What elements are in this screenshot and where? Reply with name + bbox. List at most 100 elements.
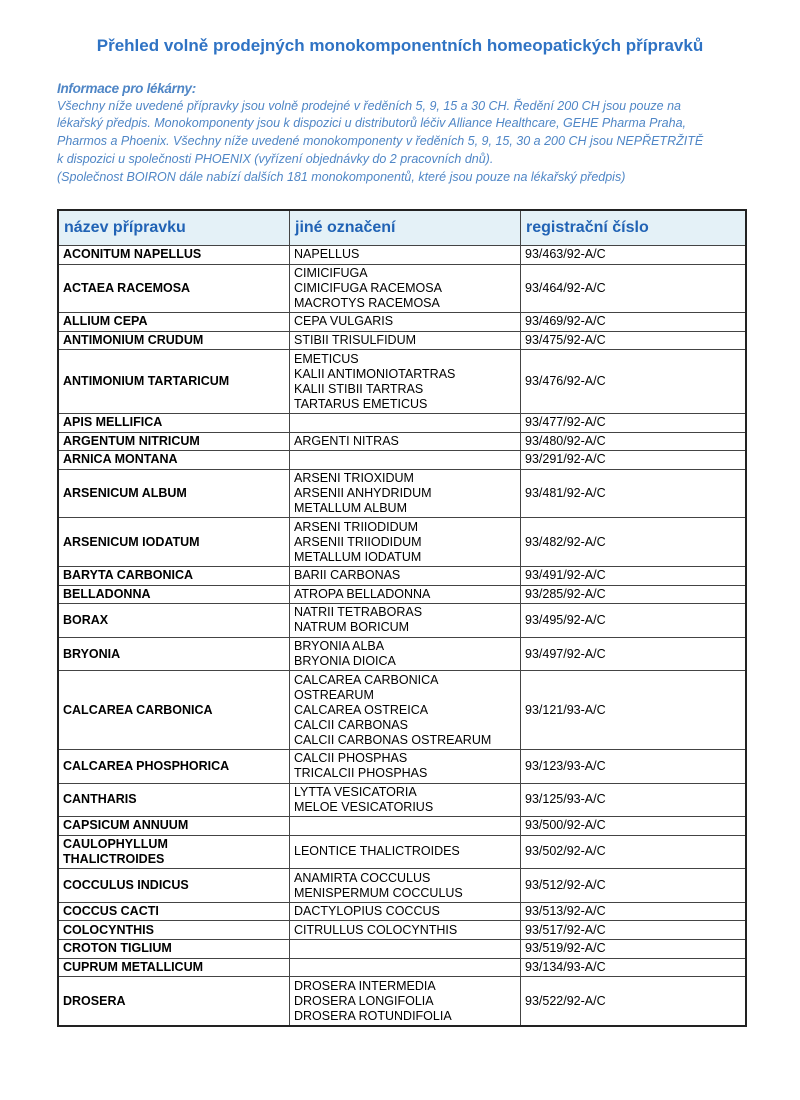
registration-number: 93/123/93-A/C bbox=[520, 748, 747, 784]
alias: STIBII TRISULFIDUM bbox=[294, 333, 417, 348]
info-line: lékařský předpis. Monokomponenty jsou k … bbox=[57, 116, 686, 131]
aliases-cell: ANAMIRTA COCCULUS MENISPERMUM COCCULUS bbox=[289, 868, 521, 903]
alias: CEPA VULGARIS bbox=[294, 314, 394, 329]
aliases-cell: DROSERA INTERMEDIA DROSERA LONGIFOLIA DROS… bbox=[289, 976, 521, 1027]
registration-number: 93/480/92-A/C bbox=[520, 431, 747, 452]
name-cell: ANTIMONIUM TARTARICUM bbox=[57, 349, 290, 414]
name-cell: ANTIMONIUM CRUDUM bbox=[57, 330, 290, 351]
aliases-cell bbox=[289, 816, 521, 836]
aliases-cell: STIBII TRISULFIDUM bbox=[289, 330, 521, 351]
name-cell: ARNICA MONTANA bbox=[57, 450, 290, 470]
alias: CALCII CARBONAS bbox=[294, 717, 408, 732]
alias: ANAMIRTA COCCULUS bbox=[294, 870, 431, 885]
name-cell: ARGENTUM NITRICUM bbox=[57, 431, 290, 452]
registration-number: 93/500/92-A/C bbox=[520, 816, 747, 836]
registration-number: 93/469/92-A/C bbox=[520, 312, 747, 332]
alias: TARTARUS EMETICUS bbox=[294, 396, 428, 411]
name-cell: ACONITUM NAPELLUS bbox=[57, 245, 290, 265]
registration-number: 93/522/92-A/C bbox=[520, 976, 747, 1027]
row: ALLIUM CEPA CEPA VULGARIS 93/469/92-A/C bbox=[57, 312, 747, 332]
alias: OSTREARUM bbox=[294, 687, 374, 702]
aliases-cell: ARSENI TRIOXIDUM ARSENII ANHYDRIDUM METALL… bbox=[289, 468, 521, 519]
column-header: registrační číslo bbox=[520, 209, 747, 246]
aliases-cell bbox=[289, 957, 521, 978]
info: Informace pro lékárny: Všechny níže uved… bbox=[57, 80, 777, 186]
registration-number: 93/291/92-A/C bbox=[520, 450, 747, 470]
alias: DACTYLOPIUS COCCUS bbox=[294, 904, 440, 919]
row: CAPSICUM ANNUUM 93/500/92-A/C bbox=[57, 816, 747, 836]
row: ARSENICUM ALBUM ARSENI TRIOXIDUM ARSENII A… bbox=[57, 468, 747, 519]
row: COLOCYNTHIS CITRULLUS COLOCYNTHIS 93/517/9… bbox=[57, 920, 747, 941]
info-line: Pharmos a Phoenix. Všechny níže uvedené … bbox=[57, 134, 704, 149]
aliases-cell: ATROPA BELLADONNA bbox=[289, 584, 521, 605]
column-header: název přípravku bbox=[57, 209, 290, 246]
name: BARYTA CARBONICA bbox=[63, 568, 194, 583]
aliases-cell bbox=[289, 450, 521, 470]
name: ARNICA MONTANA bbox=[63, 452, 178, 467]
aliases-cell: BARII CARBONAS bbox=[289, 565, 521, 586]
row: BORAX NATRII TETRABORAS NATRUM BORICUM 93/4… bbox=[57, 603, 747, 638]
row: ARGENTUM NITRICUM ARGENTI NITRAS 93/480/92… bbox=[57, 431, 747, 452]
title: Přehled volně prodejných monokomponentní… bbox=[96, 36, 704, 55]
table-body: ACONITUM NAPELLUS NAPELLUS 93/463/92-A/C AC… bbox=[57, 245, 747, 1027]
aliases-cell: LEONTICE THALICTROIDES bbox=[289, 834, 521, 870]
info-line: k dispozici u společnosti PHOENIX (vyříz… bbox=[57, 151, 494, 166]
name-cell: COCCUS CACTI bbox=[57, 901, 290, 922]
alias: KALII ANTIMONIOTARTRAS bbox=[294, 366, 456, 381]
name: CANTHARIS bbox=[63, 792, 137, 807]
name-cell: CANTHARIS bbox=[57, 782, 290, 818]
registration-number: 93/519/92-A/C bbox=[520, 939, 747, 959]
name: CALCAREA CARBONICA bbox=[63, 702, 213, 717]
name: ALLIUM CEPA bbox=[63, 314, 148, 329]
name-cell: BORAX bbox=[57, 603, 290, 638]
name: COCCULUS INDICUS bbox=[63, 878, 189, 893]
info-line: Všechny níže uvedené přípravky jsou voln… bbox=[57, 98, 681, 113]
row: APIS MELLIFICA 93/477/92-A/C bbox=[57, 412, 747, 433]
alias: BRYONIA DIOICA bbox=[294, 654, 396, 669]
registration-number: 93/512/92-A/C bbox=[520, 868, 747, 903]
info-line: (Společnost BOIRON dále nabízí dalších 1… bbox=[57, 169, 626, 184]
aliases-cell: CALCAREA CARBONICA OSTREARUM CALCAREA OSTR… bbox=[289, 670, 521, 750]
name-cell: CROTON TIGLIUM bbox=[57, 939, 290, 959]
row: CAULOPHYLLUM THALICTROIDES LEONTICE THALIC… bbox=[57, 834, 747, 870]
aliases-cell bbox=[289, 939, 521, 959]
name: THALICTROIDES bbox=[63, 851, 165, 866]
registration-number: 93/481/92-A/C bbox=[520, 468, 747, 519]
aliases-cell: CEPA VULGARIS bbox=[289, 312, 521, 332]
registration-number: 93/495/92-A/C bbox=[520, 603, 747, 638]
row: ARSENICUM IODATUM ARSENI TRIIODIDUM ARSENI… bbox=[57, 517, 747, 567]
name-cell: APIS MELLIFICA bbox=[57, 412, 290, 433]
name: ARSENICUM IODATUM bbox=[63, 534, 200, 549]
row: CROTON TIGLIUM 93/519/92-A/C bbox=[57, 939, 747, 959]
aliases-cell: NAPELLUS bbox=[289, 245, 521, 265]
name-cell: BELLADONNA bbox=[57, 584, 290, 605]
alias: METALLUM IODATUM bbox=[294, 549, 422, 564]
row: ANTIMONIUM TARTARICUM EMETICUS KALII ANTIM… bbox=[57, 349, 747, 414]
name: CAULOPHYLLUM bbox=[63, 836, 168, 851]
alias: DROSERA INTERMEDIA bbox=[294, 978, 436, 993]
alias: ARSENI TRIOXIDUM bbox=[294, 471, 414, 486]
table: název přípravku jiné označení registrační … bbox=[57, 209, 747, 1027]
registration-number: 93/476/92-A/C bbox=[520, 349, 747, 414]
row: CALCAREA CARBONICA CALCAREA CARBONICA OSTR… bbox=[57, 670, 747, 750]
row: ACTAEA RACEMOSA CIMICIFUGA CIMICIFUGA RACE… bbox=[57, 263, 747, 314]
name: ACONITUM NAPELLUS bbox=[63, 247, 202, 262]
row: DROSERA DROSERA INTERMEDIA DROSERA LONGIFO… bbox=[57, 976, 747, 1027]
alias: CIMICIFUGA RACEMOSA bbox=[294, 280, 442, 295]
registration-number: 93/121/93-A/C bbox=[520, 670, 747, 750]
row: CUPRUM METALLICUM 93/134/93-A/C bbox=[57, 957, 747, 978]
alias: EMETICUS bbox=[294, 351, 359, 366]
column-header: jiné označení bbox=[289, 209, 521, 246]
name: CALCAREA PHOSPHORICA bbox=[63, 758, 230, 773]
registration-number: 93/477/92-A/C bbox=[520, 412, 747, 433]
alias: DROSERA ROTUNDIFOLIA bbox=[294, 1008, 452, 1023]
name-cell: CAULOPHYLLUM THALICTROIDES bbox=[57, 834, 290, 870]
registration-number: 93/497/92-A/C bbox=[520, 636, 747, 672]
aliases-cell: ARGENTI NITRAS bbox=[289, 431, 521, 452]
name-cell: BRYONIA bbox=[57, 636, 290, 672]
name-cell: ARSENICUM IODATUM bbox=[57, 517, 290, 567]
name-cell: COLOCYNTHIS bbox=[57, 920, 290, 941]
registration-number: 93/502/92-A/C bbox=[520, 834, 747, 870]
name-cell: CALCAREA CARBONICA bbox=[57, 670, 290, 750]
